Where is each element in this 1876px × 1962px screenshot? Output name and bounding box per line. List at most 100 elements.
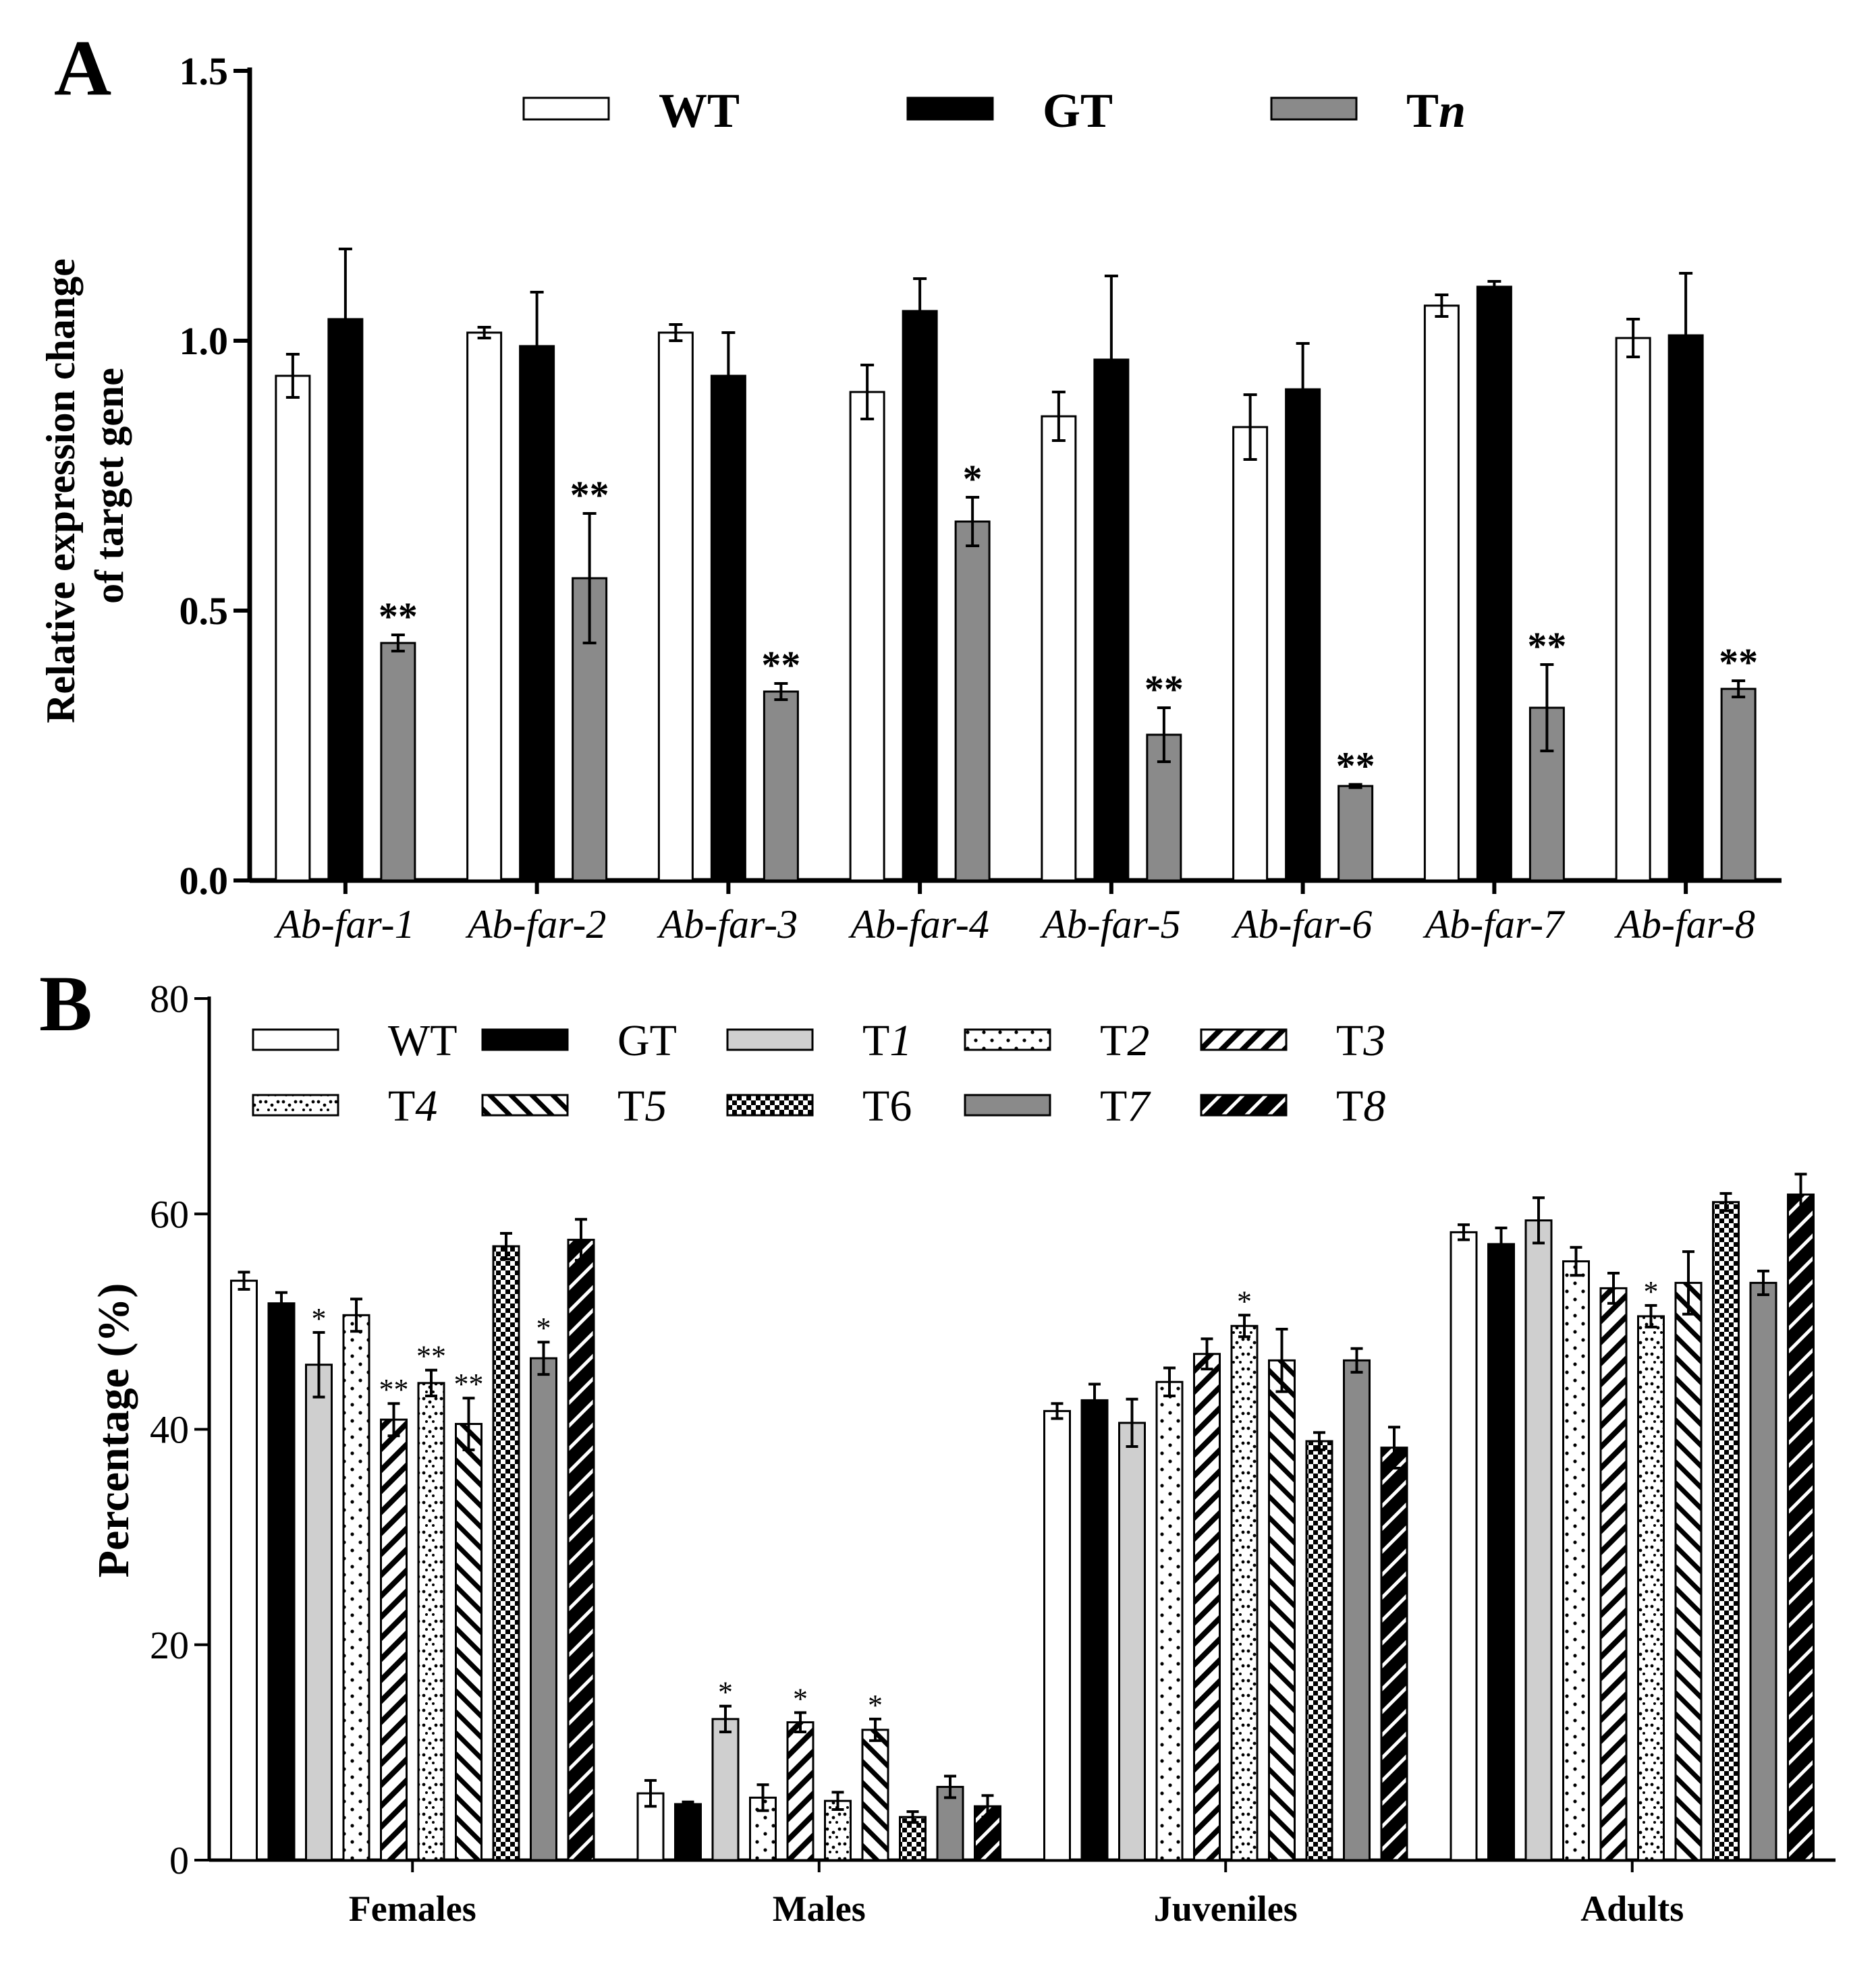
bar-gt-ab-far-8 <box>1667 334 1704 882</box>
legend-item-wt: WT <box>252 1016 458 1065</box>
legend-label-tn: Tn <box>1406 84 1466 138</box>
bar-t4-females <box>417 1382 445 1861</box>
x-tick-label: Males <box>773 1888 866 1929</box>
x-tick-label: Ab-far-3 <box>657 902 798 947</box>
error-bar <box>575 1218 587 1262</box>
bar-gt-males <box>674 1803 702 1861</box>
bar-wt-ab-far-7 <box>1423 304 1460 882</box>
y-tick-label: 60 <box>150 1192 189 1236</box>
y-tick-label: 40 <box>150 1408 189 1452</box>
legend-item-wt: WT <box>522 84 740 138</box>
legend-item-t5: T5 <box>481 1082 667 1131</box>
error-bar <box>831 1791 844 1811</box>
bar-wt-ab-far-3 <box>657 331 694 882</box>
bar-wt-ab-far-1 <box>275 374 311 882</box>
legend-item-t6: T6 <box>726 1082 912 1131</box>
significance-mark: ** <box>1527 624 1566 668</box>
significance-mark: * <box>793 1682 808 1715</box>
error-bar <box>1243 393 1257 461</box>
legend-label: T8 <box>1336 1082 1385 1131</box>
legend-swatch <box>481 1094 569 1117</box>
error-bar <box>721 331 736 420</box>
bar-t7-females <box>530 1357 557 1861</box>
legend-label: T1 <box>862 1016 912 1065</box>
legend-swatch <box>1200 1094 1288 1117</box>
bar-t3-adults <box>1599 1287 1628 1861</box>
error-bar <box>238 1270 250 1291</box>
error-bar <box>966 496 980 547</box>
error-bar <box>944 1774 956 1799</box>
bar-gt-ab-far-3 <box>710 374 746 882</box>
panel-a-ylabel: Relative expression change of target gen… <box>38 248 132 723</box>
bar-t4-juveniles <box>1230 1324 1259 1861</box>
error-bar <box>913 277 927 345</box>
bar-t2-females <box>342 1314 370 1861</box>
bar-t5-juveniles <box>1268 1359 1296 1861</box>
bar-t6-adults <box>1712 1201 1740 1861</box>
bar-tn-ab-far-1 <box>380 642 416 882</box>
bar-gt-ab-far-1 <box>327 318 364 882</box>
legend-item-t8: T8 <box>1200 1082 1385 1131</box>
bar-wt-ab-far-8 <box>1615 337 1651 882</box>
legend-label: WT <box>388 1016 458 1065</box>
error-bar <box>906 1810 919 1824</box>
legend-swatch <box>481 1028 569 1051</box>
bar-wt-ab-far-2 <box>466 331 503 882</box>
error-bar <box>869 1717 881 1742</box>
legend-swatch <box>964 1028 1051 1051</box>
x-tick-label: Ab-far-7 <box>1423 902 1566 947</box>
error-bar <box>500 1231 512 1261</box>
panel-a-ylabel-line1: Relative expression change <box>38 258 83 723</box>
legend-swatch <box>252 1028 339 1051</box>
y-tick-label: 20 <box>150 1623 189 1667</box>
panel-a-ylabel-line2: of target gene <box>87 368 132 604</box>
significance-mark: * <box>718 1676 733 1709</box>
bar-gt-juveniles <box>1080 1399 1109 1861</box>
bar-wt-females <box>230 1279 258 1861</box>
error-bar <box>350 1297 362 1333</box>
significance-mark: ** <box>416 1340 446 1373</box>
bar-t1-females <box>305 1364 333 1861</box>
legend-item-t4: T4 <box>252 1082 437 1131</box>
legend-item-gt: GT <box>481 1016 677 1065</box>
error-bar <box>1088 1382 1101 1418</box>
significance-mark: ** <box>1144 667 1184 711</box>
error-bar <box>981 1794 994 1819</box>
x-tick-label: Ab-far-6 <box>1231 902 1372 947</box>
significance-mark: ** <box>379 594 418 638</box>
bar-wt-ab-far-5 <box>1041 415 1077 882</box>
legend-label: T7 <box>1100 1082 1151 1131</box>
error-bar <box>477 326 491 339</box>
error-bar <box>774 682 788 701</box>
legend-swatch-tn <box>1270 96 1358 121</box>
bar-t7-adults <box>1749 1281 1777 1861</box>
significance-mark: ** <box>379 1373 409 1406</box>
bar-t8-juveniles <box>1380 1447 1408 1861</box>
legend-label: T2 <box>1100 1016 1149 1065</box>
panel-b-ylabel: Percentage (%) <box>89 1283 138 1578</box>
bar-t8-females <box>567 1239 595 1861</box>
error-bar <box>1732 679 1746 698</box>
bar-t6-juveniles <box>1305 1440 1333 1861</box>
bar-t1-juveniles <box>1118 1422 1146 1861</box>
significance-mark: ** <box>761 643 800 687</box>
bar-t3-juveniles <box>1193 1353 1221 1861</box>
significance-mark: ** <box>454 1368 484 1401</box>
legend-item-tn: Tn <box>1270 84 1466 138</box>
significance-mark: * <box>536 1312 551 1345</box>
error-bar <box>1350 1347 1363 1374</box>
error-bar <box>794 1711 806 1734</box>
panel-b-legend: WT GT T1 T2 T3 T4 T5 T6 T7 T8 <box>252 1016 1385 1131</box>
error-bar <box>860 364 875 420</box>
error-bar <box>1157 706 1171 763</box>
bar-t2-juveniles <box>1155 1380 1184 1861</box>
error-bar <box>1163 1366 1176 1398</box>
bar-t7-juveniles <box>1343 1359 1371 1861</box>
bar-gt-ab-far-6 <box>1285 388 1321 882</box>
error-bar <box>582 512 597 644</box>
error-bar <box>1626 318 1640 358</box>
error-bar <box>1679 272 1693 399</box>
error-bar <box>1051 1402 1064 1420</box>
bar-t7-males <box>936 1785 964 1861</box>
